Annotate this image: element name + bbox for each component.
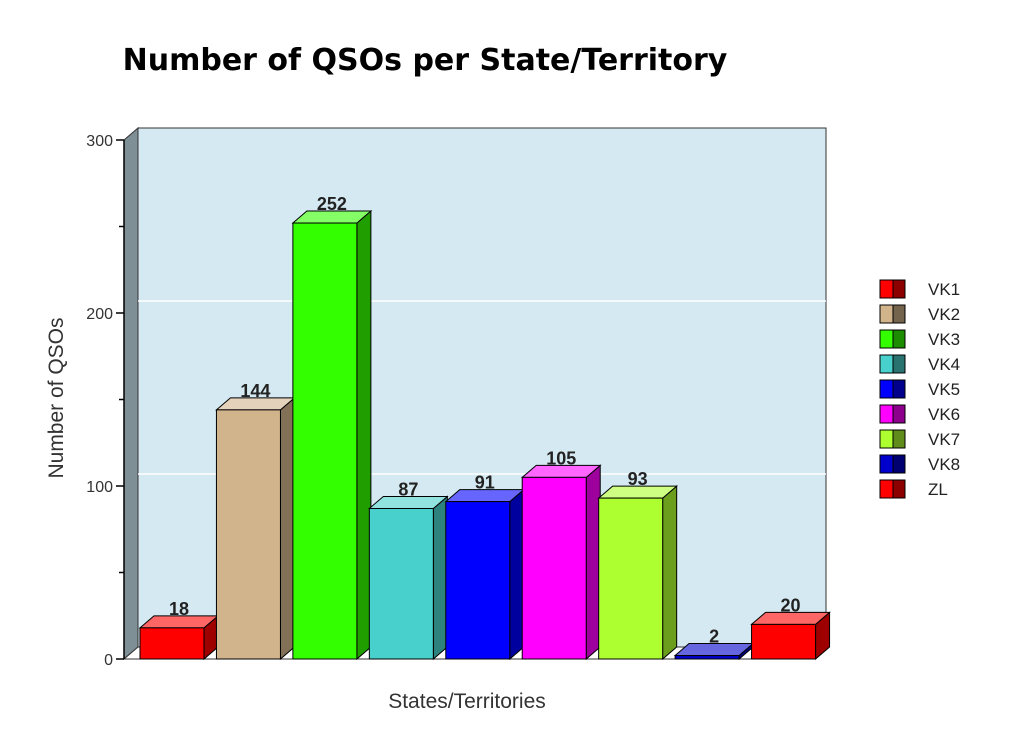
bar-side — [279, 396, 295, 661]
legend-item-vk6: VK6 — [879, 404, 960, 424]
legend-label: VK7 — [928, 430, 960, 449]
bar-front — [368, 507, 434, 660]
bar-vk7: 93 — [597, 469, 679, 661]
bar-vk2: 144 — [215, 381, 296, 661]
data-label: 93 — [628, 469, 648, 489]
data-label: 252 — [317, 194, 347, 214]
legend-swatch — [879, 429, 894, 449]
bar-side — [432, 495, 448, 661]
legend-label: VK2 — [928, 305, 960, 324]
y-tick-label: 0 — [104, 652, 113, 669]
legend-swatch — [879, 404, 894, 424]
legend-swatch — [879, 304, 894, 324]
bar-front — [215, 409, 281, 660]
legend-swatch-shade — [892, 404, 906, 424]
legend-label: VK6 — [928, 405, 960, 424]
bar-side — [509, 488, 525, 661]
bar-front — [292, 222, 358, 660]
legend-swatch — [879, 329, 894, 349]
bar-side — [662, 485, 678, 661]
data-label: 20 — [781, 595, 801, 615]
legend-swatch-shade — [892, 379, 906, 399]
y-axis-label: Number of QSOs — [45, 317, 68, 478]
bar-side — [585, 464, 601, 661]
legend-item-vk5: VK5 — [879, 379, 960, 399]
data-label: 144 — [240, 381, 270, 401]
legend-label: VK3 — [928, 330, 960, 349]
bar-front — [139, 627, 205, 660]
legend-label: VK1 — [928, 280, 960, 299]
y-tick-label: 100 — [86, 479, 113, 496]
bar-zl: 20 — [750, 595, 831, 661]
bar-front — [751, 623, 817, 660]
legend-item-zl: ZL — [879, 479, 948, 499]
legend-item-vk3: VK3 — [879, 329, 960, 349]
bar-side — [356, 209, 372, 661]
bar-front — [521, 476, 587, 660]
data-label: 2 — [709, 627, 719, 647]
legend-swatch — [879, 479, 894, 499]
legend-label: VK5 — [928, 380, 960, 399]
legend-label: VK8 — [928, 455, 960, 474]
legend-label: VK4 — [928, 355, 960, 374]
plot-side-wall — [123, 126, 139, 661]
legend-swatch-shade — [892, 304, 906, 324]
y-tick-label: 300 — [86, 133, 113, 150]
bar-vk3: 252 — [291, 194, 373, 661]
bar-front — [445, 501, 511, 660]
data-label: 91 — [475, 473, 495, 493]
legend-swatch-shade — [892, 479, 906, 499]
bar-front — [674, 655, 740, 660]
legend-swatch-shade — [892, 429, 906, 449]
x-axis-label: States/Territories — [388, 690, 546, 713]
data-label: 105 — [546, 448, 576, 468]
bar-front — [598, 497, 664, 660]
legend-item-vk1: VK1 — [879, 279, 960, 299]
legend: VK1 VK2 VK3 VK4 VK5 VK6 VK7 VK8 ZL — [879, 279, 960, 499]
data-label: 87 — [398, 479, 418, 499]
legend-swatch — [879, 279, 894, 299]
y-axis: 0 100 200 300 — [86, 133, 125, 669]
legend-swatch-shade — [892, 279, 906, 299]
bar-vk6: 105 — [520, 448, 602, 661]
y-tick-label: 200 — [86, 306, 113, 323]
bar-vk5: 91 — [444, 473, 526, 661]
legend-swatch-shade — [892, 329, 906, 349]
legend-swatch-shade — [892, 354, 906, 374]
data-label: 18 — [169, 599, 189, 619]
legend-item-vk4: VK4 — [879, 354, 960, 374]
legend-swatch — [879, 379, 894, 399]
legend-swatch — [879, 454, 894, 474]
legend-item-vk2: VK2 — [879, 304, 960, 324]
legend-swatch — [879, 354, 894, 374]
bar-vk8: 2 — [673, 627, 755, 661]
chart-title: Number of QSOs per State/Territory — [123, 43, 728, 78]
bars: 18 144 252 87 91 105 93 2 20 — [138, 194, 831, 661]
bar-vk4: 87 — [367, 479, 449, 661]
legend-swatch-shade — [892, 454, 906, 474]
legend-item-vk7: VK7 — [879, 429, 960, 449]
legend-label: ZL — [928, 480, 948, 499]
legend-item-vk8: VK8 — [879, 454, 960, 474]
